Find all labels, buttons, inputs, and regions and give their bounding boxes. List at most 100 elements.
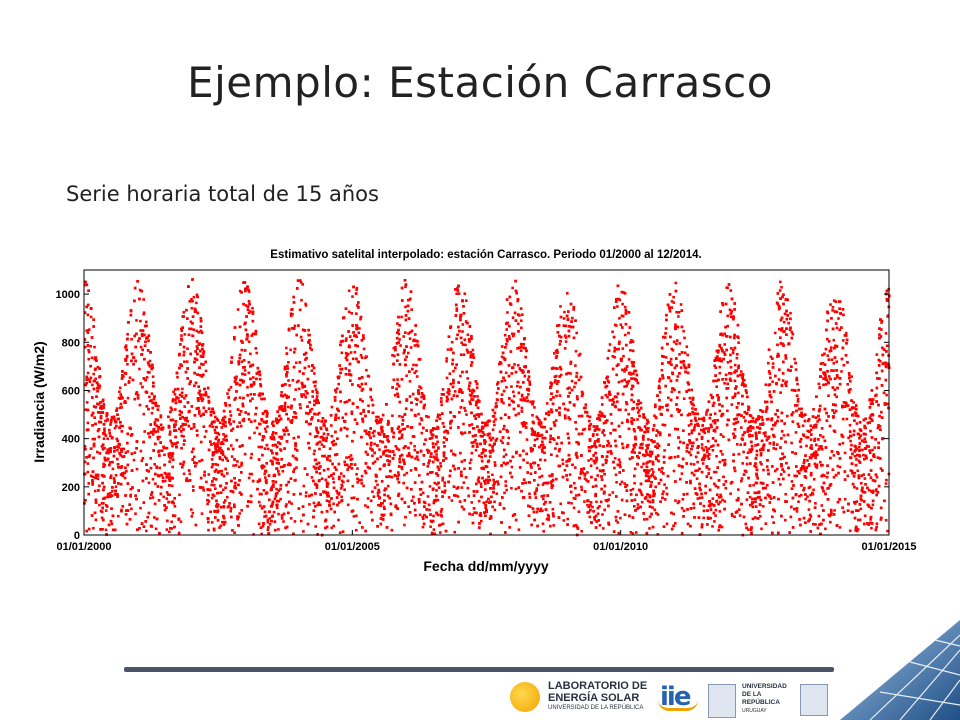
data-point xyxy=(349,454,353,457)
data-point xyxy=(510,385,513,388)
data-point xyxy=(248,472,252,476)
data-point xyxy=(837,317,840,320)
data-point xyxy=(253,431,256,435)
data-point xyxy=(838,526,842,529)
data-point xyxy=(146,515,149,519)
data-point xyxy=(860,482,863,485)
data-point xyxy=(96,365,100,369)
data-point xyxy=(279,465,283,469)
data-point xyxy=(317,401,320,405)
data-point xyxy=(190,298,193,301)
data-point xyxy=(685,345,689,348)
data-point xyxy=(582,428,585,431)
data-point xyxy=(706,516,710,519)
data-point xyxy=(806,459,809,462)
data-point xyxy=(870,526,873,530)
data-point xyxy=(439,465,443,468)
data-point xyxy=(369,447,372,450)
data-point xyxy=(754,420,757,424)
data-point xyxy=(325,525,329,529)
data-point xyxy=(470,501,473,504)
data-point xyxy=(409,346,413,349)
data-point xyxy=(408,337,412,340)
data-point xyxy=(90,356,94,360)
data-point xyxy=(667,396,670,400)
data-point xyxy=(397,332,401,336)
data-point xyxy=(759,461,762,464)
data-point xyxy=(250,420,253,423)
data-point xyxy=(495,437,499,441)
data-point xyxy=(553,381,557,384)
data-point xyxy=(639,401,643,405)
data-point xyxy=(740,426,743,429)
data-point xyxy=(342,480,345,484)
data-point xyxy=(625,380,628,384)
data-point xyxy=(123,476,127,480)
data-point xyxy=(885,344,889,348)
data-point xyxy=(291,313,294,316)
data-point xyxy=(765,465,769,468)
data-point xyxy=(832,369,835,372)
data-point xyxy=(854,414,857,417)
data-point xyxy=(742,450,745,454)
data-point xyxy=(568,473,572,476)
data-point xyxy=(736,443,739,446)
data-point xyxy=(591,434,595,437)
data-point xyxy=(715,455,718,458)
data-point xyxy=(647,438,650,441)
data-point xyxy=(772,423,775,427)
data-point xyxy=(623,370,626,373)
data-point xyxy=(639,491,643,494)
data-point xyxy=(365,442,369,446)
data-point xyxy=(635,531,638,534)
data-point xyxy=(464,343,467,347)
data-point xyxy=(353,350,357,354)
data-point xyxy=(454,494,458,497)
data-point xyxy=(300,298,303,302)
data-point xyxy=(648,460,652,463)
data-point xyxy=(705,448,709,452)
data-point xyxy=(714,514,717,517)
data-point xyxy=(832,454,836,457)
data-point xyxy=(577,510,581,513)
data-point xyxy=(667,361,670,364)
data-point xyxy=(493,461,497,464)
data-point xyxy=(779,483,782,486)
data-point xyxy=(334,390,338,394)
data-point xyxy=(465,299,468,302)
data-point xyxy=(236,460,239,463)
data-point xyxy=(386,435,390,438)
data-point xyxy=(207,473,211,476)
data-point xyxy=(843,497,847,501)
data-point xyxy=(818,386,821,389)
data-point xyxy=(761,418,764,422)
data-point xyxy=(109,474,113,477)
data-point xyxy=(337,501,341,504)
data-point xyxy=(621,302,624,306)
data-point xyxy=(827,394,830,397)
data-point xyxy=(281,470,285,473)
data-point xyxy=(772,447,775,450)
data-point xyxy=(543,458,547,462)
data-point xyxy=(651,460,655,464)
data-point xyxy=(433,450,437,453)
data-point xyxy=(172,390,175,394)
data-point xyxy=(461,323,465,326)
data-point xyxy=(832,476,836,479)
data-point xyxy=(98,503,101,507)
data-point xyxy=(247,340,251,343)
data-point xyxy=(615,324,618,327)
data-point xyxy=(730,403,734,406)
data-point xyxy=(499,439,503,442)
data-point xyxy=(614,300,618,303)
data-point xyxy=(266,425,269,428)
data-point xyxy=(96,450,99,454)
data-point xyxy=(606,395,609,399)
data-point xyxy=(139,382,143,385)
data-point xyxy=(879,360,882,363)
data-point xyxy=(713,520,716,523)
data-point xyxy=(229,489,233,493)
data-point xyxy=(89,315,93,319)
data-point xyxy=(562,519,566,522)
data-point xyxy=(876,426,880,430)
